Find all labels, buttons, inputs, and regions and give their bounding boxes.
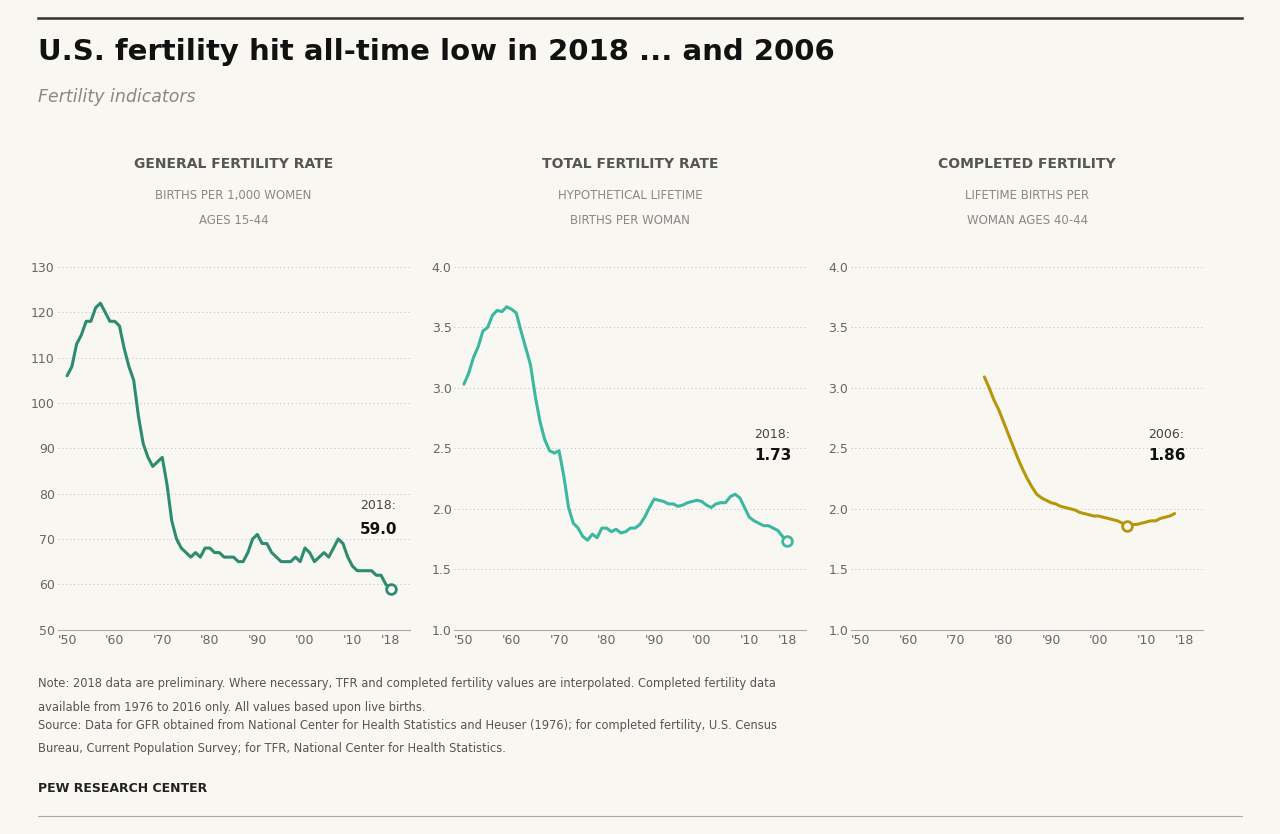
Text: 2006:: 2006: [1148,428,1184,441]
Text: BIRTHS PER 1,000 WOMEN: BIRTHS PER 1,000 WOMEN [155,188,312,202]
Text: 1.86: 1.86 [1148,448,1187,463]
Text: Note: 2018 data are preliminary. Where necessary, TFR and completed fertility va: Note: 2018 data are preliminary. Where n… [38,677,776,691]
Text: HYPOTHETICAL LIFETIME: HYPOTHETICAL LIFETIME [558,188,703,202]
Text: 2018:: 2018: [754,428,790,441]
Text: 1.73: 1.73 [754,448,791,463]
Text: GENERAL FERTILITY RATE: GENERAL FERTILITY RATE [134,157,333,171]
Text: TOTAL FERTILITY RATE: TOTAL FERTILITY RATE [543,157,718,171]
Text: 59.0: 59.0 [360,522,397,537]
Text: available from 1976 to 2016 only. All values based upon live births.: available from 1976 to 2016 only. All va… [38,701,426,714]
Text: Source: Data for GFR obtained from National Center for Health Statistics and Heu: Source: Data for GFR obtained from Natio… [38,719,777,732]
Text: BIRTHS PER WOMAN: BIRTHS PER WOMAN [571,214,690,227]
Text: WOMAN AGES 40-44: WOMAN AGES 40-44 [966,214,1088,227]
Text: PEW RESEARCH CENTER: PEW RESEARCH CENTER [38,782,207,796]
Text: Bureau, Current Population Survey; for TFR, National Center for Health Statistic: Bureau, Current Population Survey; for T… [38,742,507,756]
Text: Fertility indicators: Fertility indicators [38,88,196,106]
Text: LIFETIME BIRTHS PER: LIFETIME BIRTHS PER [965,188,1089,202]
Text: COMPLETED FERTILITY: COMPLETED FERTILITY [938,157,1116,171]
Text: U.S. fertility hit all-time low in 2018 ... and 2006: U.S. fertility hit all-time low in 2018 … [38,38,835,66]
Text: AGES 15-44: AGES 15-44 [198,214,269,227]
Text: 2018:: 2018: [360,499,396,512]
